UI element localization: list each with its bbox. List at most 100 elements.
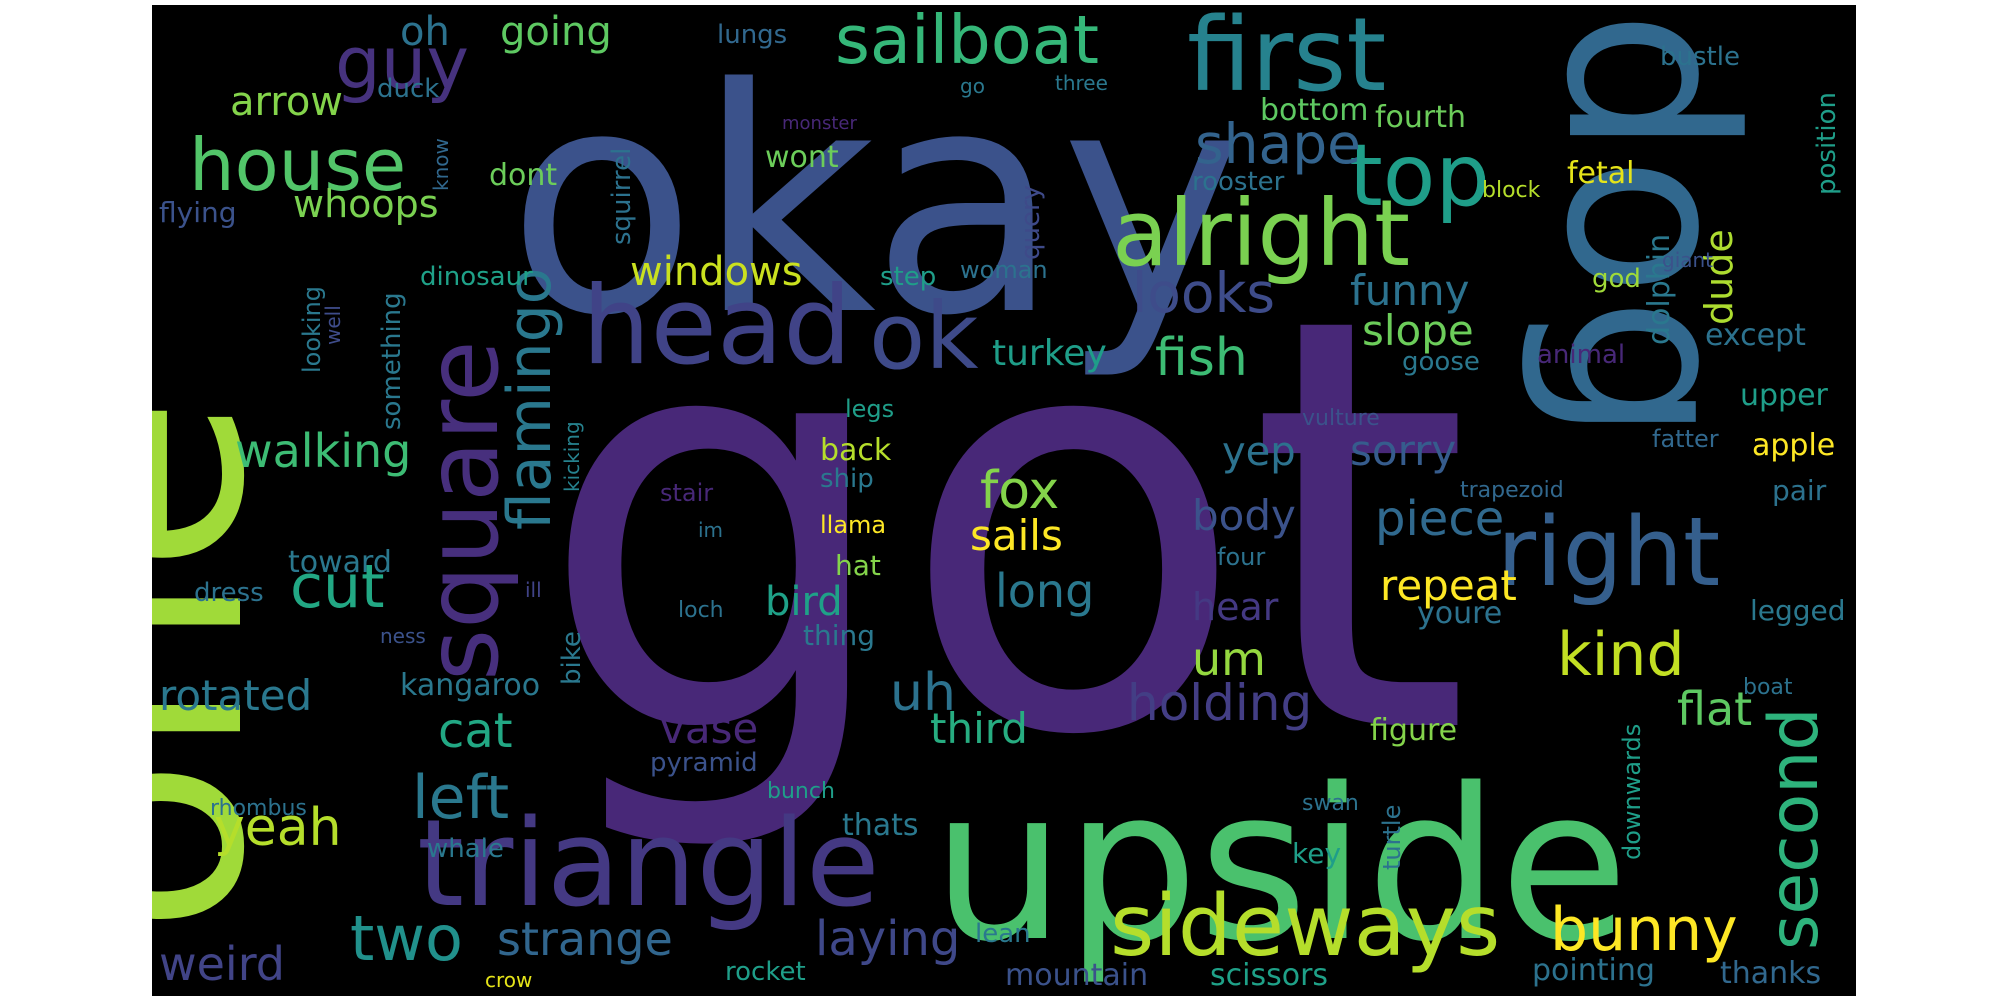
word-giant: giant xyxy=(1662,248,1713,272)
word-stair: stair xyxy=(660,479,713,507)
word-dolphin: dolphin xyxy=(1642,234,1677,345)
word-downwards: downwards xyxy=(1618,724,1646,860)
word-um: um xyxy=(1192,632,1266,686)
word-goose: goose xyxy=(1402,347,1480,377)
word-fourth: fourth xyxy=(1375,100,1466,135)
word-mountain: mountain xyxy=(1005,958,1148,993)
word-sideways: sideways xyxy=(1110,877,1500,976)
word-head: head xyxy=(582,264,852,389)
word-bike: bike xyxy=(557,631,587,685)
word-thanks: thanks xyxy=(1720,956,1821,991)
word-whale: whale xyxy=(427,834,504,864)
word-first: first xyxy=(1187,5,1386,115)
word-turtle: turtle xyxy=(1378,805,1406,870)
word-god: god xyxy=(1592,264,1641,294)
word-whoops: whoops xyxy=(293,182,439,226)
word-got: got xyxy=(537,197,1471,860)
word-house: house xyxy=(189,123,406,207)
word-kind: kind xyxy=(1557,620,1685,690)
word-long: long xyxy=(995,564,1094,618)
word-flamingo: flamingo xyxy=(495,268,565,531)
word-shape: shape xyxy=(1195,112,1361,176)
word-alright: alright xyxy=(1112,180,1410,287)
word-know: know xyxy=(429,138,453,191)
word-back: back xyxy=(820,433,892,468)
word-three: three xyxy=(1055,71,1108,95)
word-dude: dude xyxy=(1697,229,1741,325)
word-looking: looking xyxy=(298,286,326,373)
word-im: im xyxy=(698,518,723,542)
word-dinosaur: dinosaur xyxy=(420,262,533,292)
word-upper: upper xyxy=(1740,378,1829,413)
word-third: third xyxy=(930,704,1028,753)
word-repeat: repeat xyxy=(1380,561,1517,610)
word-legged: legged xyxy=(1750,594,1846,627)
word-animal: animal xyxy=(1537,340,1625,370)
word-kicking: kicking xyxy=(560,421,584,492)
word-bird: bird xyxy=(765,579,843,625)
word-going: going xyxy=(500,9,612,55)
word-ship: ship xyxy=(820,464,874,494)
word-boat: boat xyxy=(1743,675,1793,700)
word-cut: cut xyxy=(290,552,385,622)
word-looks: looks xyxy=(1132,261,1275,325)
word-llama: llama xyxy=(820,511,886,539)
word-monster: monster xyxy=(782,113,857,134)
word-body: body xyxy=(1192,491,1296,540)
word-crow: crow xyxy=(485,968,532,992)
word-guy: guy xyxy=(335,21,469,105)
word-figure: figure xyxy=(1370,713,1457,748)
word-vulture: vulture xyxy=(1302,406,1380,431)
word-toward: toward xyxy=(288,545,392,580)
word-pointing: pointing xyxy=(1532,953,1655,988)
word-youre: youre xyxy=(1417,596,1502,631)
word-bottom: bottom xyxy=(1260,93,1369,128)
word-wont: wont xyxy=(765,140,839,175)
word-flat: flat xyxy=(1677,682,1752,736)
word-yep: yep xyxy=(1222,429,1296,475)
word-go: go xyxy=(960,74,985,98)
word-cat: cat xyxy=(438,703,513,759)
word-block: block xyxy=(1482,178,1541,203)
word-sails: sails xyxy=(970,511,1063,560)
word-thats: thats xyxy=(842,808,919,843)
word-sailboat: sailboat xyxy=(835,5,1099,79)
word-fox: fox xyxy=(980,461,1059,521)
word-funny: funny xyxy=(1350,266,1470,315)
word-step: step xyxy=(880,262,936,292)
word-yeah: yeah xyxy=(214,798,342,858)
word-fish: fish xyxy=(1155,328,1248,388)
word-thing: thing xyxy=(803,619,875,652)
word-hat: hat xyxy=(835,549,881,582)
word-okay: okay xyxy=(507,23,1244,384)
word-legs: legs xyxy=(845,395,894,423)
word-windows: windows xyxy=(630,249,803,295)
word-rotated: rotated xyxy=(159,671,312,720)
word-cloud-svg: got okay one upside dog triangle first h… xyxy=(152,5,1846,993)
word-four: four xyxy=(1217,543,1265,571)
word-dont: dont xyxy=(489,158,557,193)
word-something: something xyxy=(377,292,407,430)
word-rocket: rocket xyxy=(725,957,806,987)
word-well: well xyxy=(321,305,345,345)
word-one: one xyxy=(152,395,309,935)
word-fatter: fatter xyxy=(1652,425,1719,453)
word-rooster: rooster xyxy=(1192,167,1285,197)
word-cloud-canvas: got okay one upside dog triangle first h… xyxy=(152,5,1856,996)
word-hear: hear xyxy=(1192,585,1279,629)
word-square: square xyxy=(404,340,521,681)
word-walking: walking xyxy=(235,424,411,478)
word-trapezoid: trapezoid xyxy=(1460,478,1564,503)
word-second: second xyxy=(1755,707,1834,950)
word-oh: oh xyxy=(400,9,450,55)
word-flying: flying xyxy=(159,196,237,229)
word-scissors: scissors xyxy=(1210,958,1328,993)
word-strange: strange xyxy=(497,912,673,966)
word-lungs: lungs xyxy=(717,20,787,50)
word-triangle: triangle xyxy=(417,795,880,934)
word-kangaroo: kangaroo xyxy=(400,668,540,703)
word-pair: pair xyxy=(1772,474,1827,507)
word-ness: ness xyxy=(380,624,426,648)
word-right: right xyxy=(1497,498,1720,608)
word-dress: dress xyxy=(194,578,264,608)
